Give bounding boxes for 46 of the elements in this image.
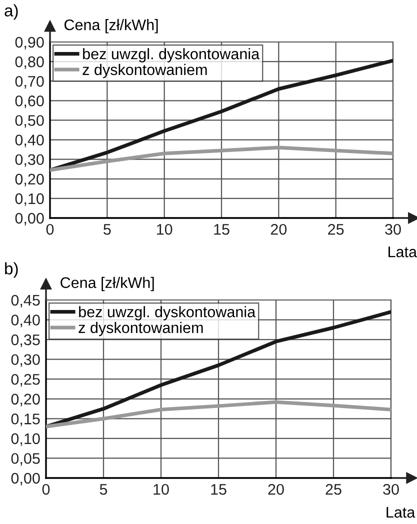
y-tick-label: 0,80: [15, 56, 44, 70]
x-tick-label: 25: [328, 224, 344, 235]
y-tick-label: 0,70: [15, 76, 44, 89]
y-tick-label: 0,30: [15, 154, 44, 167]
y-tick-label: 0,10: [15, 193, 44, 206]
legend-label: bez uwzgl. dyskontowania: [79, 306, 256, 320]
x-tick-label: 15: [214, 224, 230, 235]
x-tick-label: 30: [385, 224, 401, 235]
x-axis-title: Lata: [386, 507, 416, 518]
y-tick-label: 0,10: [11, 433, 40, 446]
y-axis-title: Cena [zł/kWh]: [60, 276, 154, 292]
y-axis-title: Cena [zł/kWh]: [64, 19, 158, 34]
x-tick-label: 25: [326, 484, 342, 495]
x-tick-label: 10: [157, 224, 172, 235]
y-tick-label: 0,90: [15, 36, 44, 50]
y-tick-label: 0,15: [11, 414, 40, 426]
chart-title: a): [4, 4, 18, 20]
x-tick-label: 20: [268, 484, 284, 495]
x-tick-label: 0: [42, 484, 50, 495]
y-tick-label: 0,25: [11, 374, 40, 387]
y-tick-label: 0,35: [11, 334, 40, 348]
legend-label: z dyskontowaniem: [82, 64, 207, 78]
y-tick-label: 0,40: [11, 314, 40, 328]
line-series: [50, 146, 393, 172]
y-tick-label: 0,20: [11, 394, 40, 406]
x-tick-label: 15: [211, 484, 226, 495]
y-tick-label: 0,00: [15, 212, 44, 226]
y-tick-label: 0,30: [11, 354, 40, 367]
y-tick-label: 0,50: [15, 115, 44, 128]
line-series: [46, 400, 391, 428]
y-tick-label: 0,40: [15, 134, 44, 148]
x-axis-title: Lata: [388, 246, 417, 258]
y-tick-label: 0,05: [11, 453, 40, 466]
y-tick-label: 0,20: [15, 174, 44, 186]
y-tick-label: 0,00: [11, 472, 40, 486]
legend-label: bez uwzgl. dyskontowania: [83, 48, 260, 62]
x-tick-label: 10: [154, 484, 169, 495]
y-tick-label: 0,60: [15, 96, 44, 108]
x-tick-label: 5: [104, 224, 111, 235]
y-tick-label: 0,45: [11, 294, 40, 308]
x-tick-label: 5: [100, 484, 108, 495]
x-tick-label: 30: [383, 484, 399, 495]
chart-title: b): [5, 262, 18, 278]
legend-label: z dyskontowaniem: [78, 322, 203, 336]
x-tick-label: 20: [270, 224, 287, 235]
x-tick-label: 0: [46, 224, 54, 235]
